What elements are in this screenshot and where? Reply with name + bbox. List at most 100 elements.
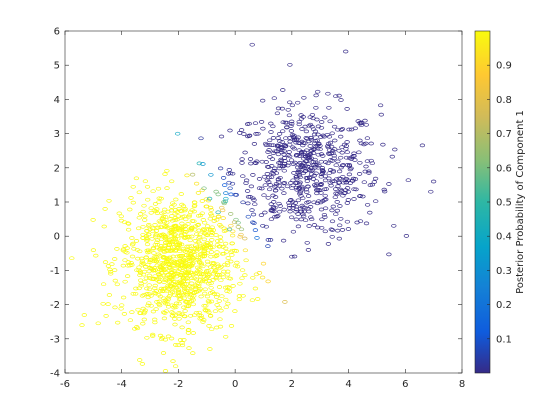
data-point bbox=[209, 233, 215, 238]
data-point bbox=[315, 132, 321, 137]
data-point bbox=[259, 186, 265, 191]
data-point bbox=[176, 241, 183, 246]
y-tick-label: 0 bbox=[54, 232, 60, 243]
data-point bbox=[156, 299, 162, 304]
data-point bbox=[129, 310, 135, 314]
data-point bbox=[162, 172, 168, 176]
data-point bbox=[161, 219, 167, 224]
data-point bbox=[195, 247, 201, 251]
data-point bbox=[253, 161, 259, 165]
data-point bbox=[238, 232, 244, 237]
data-point bbox=[223, 196, 229, 201]
data-point bbox=[197, 235, 203, 239]
data-point bbox=[208, 172, 214, 177]
data-point bbox=[189, 281, 195, 286]
colorbar-tick-label: 0.3 bbox=[496, 266, 512, 277]
data-point bbox=[155, 186, 162, 191]
data-point bbox=[128, 261, 134, 265]
data-point bbox=[175, 288, 182, 292]
data-point bbox=[321, 212, 328, 217]
data-point bbox=[191, 219, 197, 224]
data-point bbox=[119, 303, 125, 308]
data-point bbox=[169, 218, 176, 223]
data-point bbox=[179, 221, 185, 226]
y-tick-label: 4 bbox=[54, 95, 60, 106]
data-point bbox=[176, 312, 182, 317]
data-point bbox=[302, 124, 308, 129]
data-point bbox=[380, 142, 386, 147]
data-point bbox=[305, 162, 312, 166]
data-point bbox=[245, 134, 251, 139]
data-point bbox=[293, 185, 300, 190]
data-point bbox=[280, 88, 286, 92]
data-point bbox=[226, 180, 232, 185]
data-point bbox=[142, 179, 149, 184]
data-point bbox=[221, 251, 227, 256]
data-point bbox=[297, 161, 303, 165]
data-point bbox=[276, 180, 282, 185]
data-point bbox=[238, 128, 245, 132]
data-point bbox=[294, 176, 300, 181]
data-point bbox=[163, 309, 169, 314]
x-tick-label: 4 bbox=[345, 379, 351, 390]
data-point bbox=[298, 151, 305, 155]
data-point bbox=[336, 236, 342, 241]
data-point bbox=[314, 138, 320, 143]
data-point bbox=[106, 293, 113, 297]
data-point bbox=[316, 199, 322, 204]
data-point bbox=[267, 138, 273, 143]
data-point bbox=[339, 145, 345, 150]
data-point bbox=[169, 214, 175, 218]
x-axis: -6 -4 -2 0 2 4 6 8 bbox=[60, 31, 465, 390]
data-point bbox=[186, 214, 192, 219]
data-point bbox=[336, 169, 343, 174]
data-point bbox=[195, 223, 201, 227]
data-point bbox=[226, 227, 233, 232]
data-point bbox=[229, 233, 236, 238]
x-tick-label: -4 bbox=[117, 379, 127, 390]
data-point bbox=[318, 191, 324, 195]
data-point bbox=[138, 311, 144, 315]
data-point bbox=[141, 317, 147, 322]
data-point bbox=[136, 265, 142, 270]
data-point bbox=[178, 232, 184, 237]
data-point bbox=[282, 159, 288, 163]
data-point bbox=[304, 190, 310, 194]
data-point bbox=[284, 125, 290, 130]
data-point bbox=[344, 140, 350, 144]
data-point bbox=[153, 307, 159, 311]
data-point bbox=[179, 271, 185, 275]
data-point bbox=[200, 264, 206, 269]
data-point bbox=[150, 332, 156, 337]
data-point bbox=[322, 198, 328, 202]
data-point bbox=[148, 303, 154, 308]
data-point bbox=[211, 261, 217, 265]
data-point bbox=[162, 311, 168, 315]
data-point bbox=[362, 118, 368, 123]
y-tick-label: -3 bbox=[50, 334, 60, 345]
data-point bbox=[306, 224, 312, 228]
data-point bbox=[361, 180, 367, 185]
data-point bbox=[118, 306, 124, 311]
data-point bbox=[318, 125, 325, 130]
data-point bbox=[351, 197, 357, 201]
x-tick-label: 8 bbox=[459, 379, 465, 390]
data-point bbox=[300, 212, 306, 217]
data-point bbox=[269, 143, 275, 148]
data-point bbox=[226, 168, 232, 172]
data-point bbox=[282, 300, 288, 304]
data-point bbox=[305, 194, 312, 198]
data-point bbox=[181, 285, 188, 290]
data-point bbox=[109, 262, 115, 266]
data-point bbox=[158, 337, 165, 342]
data-point bbox=[292, 201, 298, 205]
data-point bbox=[197, 268, 203, 273]
data-point bbox=[217, 317, 223, 322]
data-point bbox=[170, 311, 176, 316]
data-point bbox=[146, 249, 153, 254]
data-point bbox=[268, 175, 275, 179]
data-point bbox=[164, 273, 170, 277]
data-point bbox=[179, 282, 185, 287]
data-point bbox=[105, 302, 111, 306]
data-point bbox=[176, 227, 183, 231]
